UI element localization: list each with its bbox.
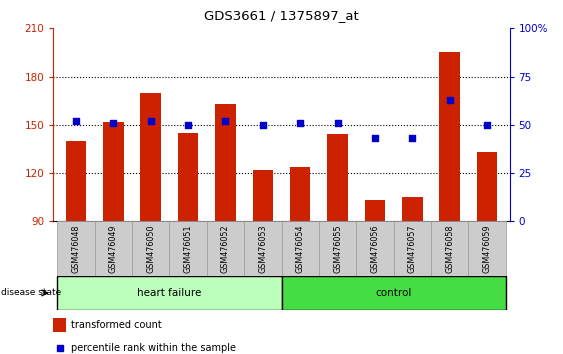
Text: percentile rank within the sample: percentile rank within the sample — [71, 343, 236, 353]
Bar — [207, 221, 244, 276]
Bar — [477, 152, 497, 221]
Bar — [215, 104, 236, 221]
Point — [408, 136, 417, 141]
Text: GSM476056: GSM476056 — [370, 224, 379, 273]
Point — [482, 122, 491, 128]
Bar — [365, 200, 385, 221]
Bar — [169, 221, 207, 276]
Bar — [327, 135, 348, 221]
Bar — [282, 221, 319, 276]
Point — [258, 122, 267, 128]
Text: GSM476057: GSM476057 — [408, 224, 417, 273]
Point — [296, 120, 305, 126]
Bar — [468, 221, 506, 276]
Text: GSM476054: GSM476054 — [296, 224, 305, 273]
Point — [221, 118, 230, 124]
Text: heart failure: heart failure — [137, 288, 202, 298]
Bar — [244, 221, 282, 276]
Text: GSM476052: GSM476052 — [221, 224, 230, 273]
Point — [333, 120, 342, 126]
Bar — [319, 221, 356, 276]
Bar — [57, 276, 282, 310]
Text: transformed count: transformed count — [71, 320, 162, 330]
Bar — [394, 221, 431, 276]
Text: control: control — [376, 288, 412, 298]
Point — [72, 118, 81, 124]
Bar — [253, 170, 273, 221]
Text: GSM476051: GSM476051 — [184, 224, 193, 273]
Bar — [178, 133, 198, 221]
Bar — [53, 318, 66, 332]
Point — [109, 120, 118, 126]
Text: GSM476049: GSM476049 — [109, 224, 118, 273]
Bar — [356, 221, 394, 276]
Point — [445, 97, 454, 103]
Bar — [57, 221, 95, 276]
Point — [184, 122, 193, 128]
Text: GSM476058: GSM476058 — [445, 224, 454, 273]
Text: GSM476053: GSM476053 — [258, 224, 267, 273]
Text: disease state: disease state — [1, 289, 61, 297]
Bar — [282, 276, 506, 310]
Point — [370, 136, 379, 141]
Text: GDS3661 / 1375897_at: GDS3661 / 1375897_at — [204, 9, 359, 22]
Point — [146, 118, 155, 124]
Point — [55, 345, 64, 351]
Bar — [402, 197, 423, 221]
Bar — [290, 167, 310, 221]
Bar — [132, 221, 169, 276]
Bar — [103, 121, 123, 221]
Text: GSM476050: GSM476050 — [146, 224, 155, 273]
Bar — [440, 52, 460, 221]
Text: GSM476048: GSM476048 — [72, 224, 81, 273]
Bar — [431, 221, 468, 276]
Bar — [66, 141, 86, 221]
Bar — [140, 93, 161, 221]
Bar — [95, 221, 132, 276]
Text: GSM476059: GSM476059 — [482, 224, 491, 273]
Text: GSM476055: GSM476055 — [333, 224, 342, 273]
